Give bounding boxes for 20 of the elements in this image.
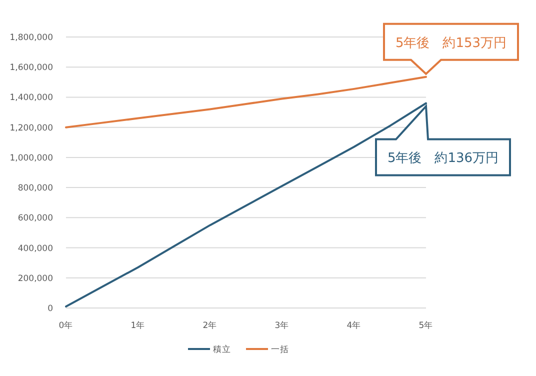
x-tick-label: 5年 (418, 320, 434, 331)
y-tick-label: 0 (48, 304, 53, 314)
annotation: 5年後 約136万円 (387, 151, 499, 166)
x-tick-label: 2年 (202, 320, 218, 331)
y-tick-label: 1,200,000 (10, 123, 53, 134)
y-tick-label: 1,600,000 (10, 63, 53, 74)
y-tick-label: 600,000 (18, 214, 53, 224)
legend-label: 一括 (271, 344, 289, 355)
x-tick-label: 1年 (130, 320, 146, 331)
y-tick-label: 1,000,000 (10, 153, 53, 164)
y-tick-label: 400,000 (18, 244, 53, 254)
y-tick-label: 200,000 (18, 274, 53, 284)
x-tick-label: 0年 (58, 320, 74, 331)
x-tick-label: 4年 (346, 320, 362, 331)
legend-label: 積立 (213, 344, 231, 355)
y-tick-label: 1,400,000 (10, 93, 53, 104)
y-tick-label: 1,800,000 (10, 33, 53, 43)
annotation: 5年後 約153万円 (395, 36, 507, 51)
y-tick-label: 800,000 (18, 184, 53, 194)
x-tick-label: 3年 (274, 320, 290, 331)
